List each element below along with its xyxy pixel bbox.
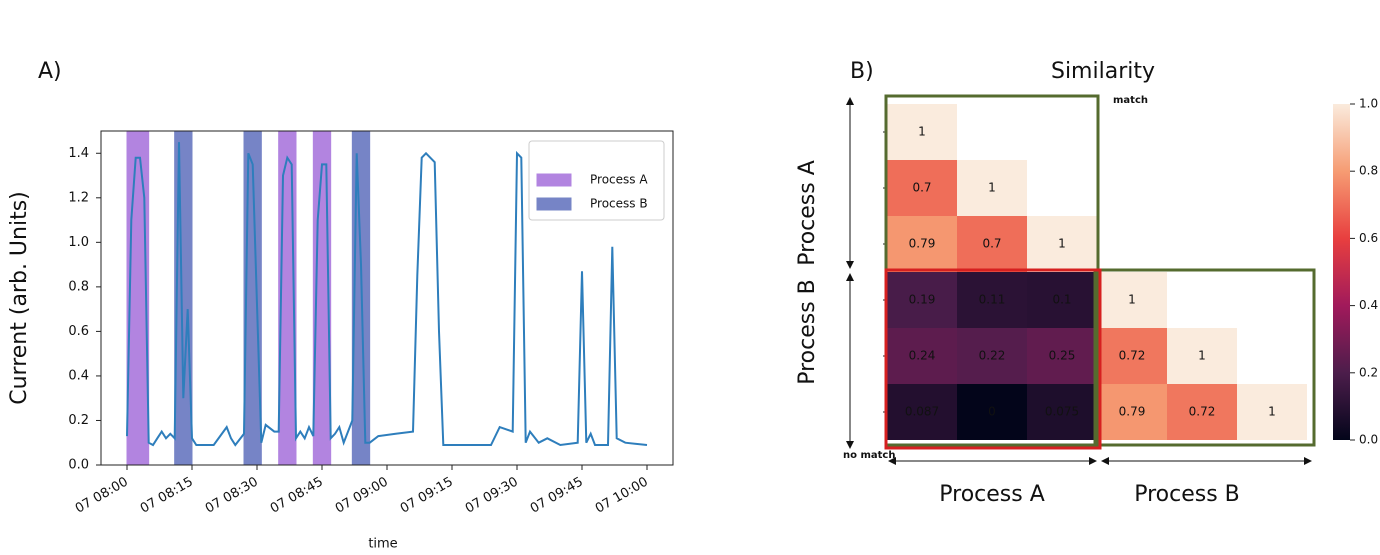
cell-label: 0.7 <box>912 181 931 195</box>
y-tick-label: 0.2 <box>68 413 89 428</box>
legend-label: Process A <box>590 173 648 187</box>
y-axis-label: Current (arb. Units) <box>7 191 32 405</box>
y-group-label: Process B <box>795 279 820 385</box>
x-tick-label: 07 09:15 <box>398 475 456 517</box>
x-axis-label: time <box>368 537 397 552</box>
y-tick-label: 0.4 <box>68 368 89 383</box>
x-tick-label: 07 09:45 <box>528 475 586 517</box>
y-tick-label: 0.8 <box>68 279 89 294</box>
heatmap-cell <box>887 384 957 440</box>
heatmap-cell <box>887 104 957 160</box>
heatmap-cell <box>1027 384 1097 440</box>
colorbar-tick-label: 0.4 <box>1359 298 1378 312</box>
cell-label: 1 <box>988 181 996 195</box>
cell-label: 0.22 <box>979 349 1006 363</box>
legend-swatch <box>536 197 572 211</box>
y-tick-label: 1.4 <box>68 146 89 161</box>
data-line <box>126 142 648 447</box>
colorbar-tick-label: 0.0 <box>1359 433 1378 447</box>
y-group-label: Process A <box>795 160 820 266</box>
y-tick-label: 0.0 <box>68 458 89 473</box>
colorbar-tick-label: 0.2 <box>1359 365 1378 379</box>
x-tick-label: 07 09:30 <box>463 475 521 517</box>
cell-label: 0.1 <box>1052 293 1071 307</box>
cell-label: 0.25 <box>1049 349 1076 363</box>
colorbar-tick-label: 1.0 <box>1359 97 1378 111</box>
cell-label: 0.19 <box>909 293 936 307</box>
x-group-label: Process B <box>1134 482 1240 507</box>
cell-label: 0 <box>988 405 996 419</box>
y-tick-label: 1.0 <box>68 235 89 250</box>
heatmap-cell <box>1167 328 1237 384</box>
panel-label: A) <box>38 59 62 84</box>
cell-label: 0.79 <box>909 237 936 251</box>
heatmap-cell <box>957 272 1027 328</box>
heatmap-cell <box>887 328 957 384</box>
y-tick-label: 1.2 <box>68 190 89 205</box>
x-tick-label: 07 08:30 <box>203 475 261 517</box>
x-tick-label: 07 08:15 <box>138 475 196 517</box>
cell-label: 1 <box>1128 293 1136 307</box>
heatmap-cell <box>1097 328 1167 384</box>
cell-label: 0.79 <box>1119 405 1146 419</box>
colorbar-tick-label: 0.8 <box>1359 164 1378 178</box>
cell-label: 0.7 <box>982 237 1001 251</box>
legend-label: Process B <box>590 197 648 211</box>
heatmap-cell <box>957 160 1027 216</box>
colorbar-tick-label: 0.6 <box>1359 231 1378 245</box>
heatmap-cell <box>1027 216 1097 272</box>
heatmap-cell <box>957 216 1027 272</box>
x-tick-label: 07 08:45 <box>268 475 326 517</box>
cell-label: 1 <box>1058 237 1066 251</box>
cell-label: 0.24 <box>909 349 936 363</box>
legend: Process A Process B <box>528 140 665 221</box>
match-box <box>1093 268 1316 447</box>
cell-label: 0.11 <box>979 293 1006 307</box>
heatmap-cell <box>887 160 957 216</box>
x-tick-label: 07 09:00 <box>333 475 391 517</box>
x-tick-label: 07 10:00 <box>593 475 651 517</box>
annotation: match <box>1113 95 1148 106</box>
panel-label: B) <box>850 59 874 84</box>
x-group-label: Process A <box>939 482 1045 507</box>
heatmap-cell <box>957 384 1027 440</box>
heatmap-cell <box>1097 384 1167 440</box>
heatmap-cell <box>1027 328 1097 384</box>
cell-label: 1 <box>1268 405 1276 419</box>
x-tick-label: 07 08:00 <box>73 475 131 517</box>
heatmap-cell <box>1167 384 1237 440</box>
cell-label: 1 <box>1198 349 1206 363</box>
heatmap-title: Similarity <box>1051 59 1155 84</box>
cell-label: 0.72 <box>1189 405 1216 419</box>
y-tick-label: 0.6 <box>68 324 89 339</box>
heatmap-cell <box>887 272 957 328</box>
cell-label: 0.087 <box>905 405 939 419</box>
heatmap-cell <box>1237 384 1307 440</box>
cell-label: 0.075 <box>1045 405 1079 419</box>
cell-label: 0.72 <box>1119 349 1146 363</box>
colorbar <box>1333 104 1350 440</box>
heatmap-cell <box>1097 272 1167 328</box>
legend-swatch <box>536 173 572 187</box>
heatmap-cell <box>1027 272 1097 328</box>
heatmap-cell <box>887 216 957 272</box>
cell-label: 1 <box>918 125 926 139</box>
nomatch-box <box>884 268 1102 450</box>
annotation: no match <box>843 450 895 461</box>
heatmap-cell <box>957 328 1027 384</box>
